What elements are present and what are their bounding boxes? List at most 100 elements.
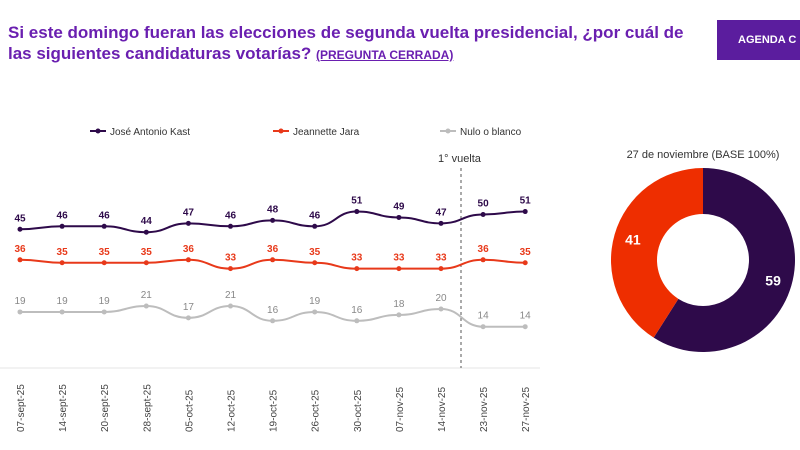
question-type-link[interactable]: (PREGUNTA CERRADA) (316, 48, 454, 62)
data-label: 21 (141, 290, 153, 301)
data-label: 36 (478, 244, 490, 255)
data-label: 35 (309, 247, 321, 258)
data-point (312, 223, 318, 229)
data-label: 35 (99, 247, 111, 258)
x-tick-label: 14-sept-25 (58, 384, 69, 432)
data-point (228, 303, 233, 309)
x-tick-label: 12-oct-25 (227, 389, 238, 432)
x-tick-label: 20-sept-25 (100, 384, 111, 432)
data-point (312, 309, 318, 315)
data-point (270, 217, 276, 223)
x-tick-label: 05-oct-25 (184, 389, 195, 432)
data-point (270, 318, 276, 324)
donut-slice (653, 168, 795, 353)
data-point (17, 226, 23, 232)
data-point (270, 257, 276, 263)
data-label: 47 (435, 207, 447, 218)
x-tick-label: 07-sept-25 (16, 384, 27, 432)
data-label: 36 (267, 244, 279, 255)
data-point (17, 257, 23, 263)
data-point (438, 266, 444, 272)
data-label: 35 (141, 247, 153, 258)
data-point (185, 257, 191, 263)
data-label: 18 (393, 299, 405, 310)
data-label: 51 (520, 196, 532, 207)
data-label: 19 (309, 296, 321, 307)
x-tick-label: 26-oct-25 (311, 389, 322, 432)
legend-label: José Antonio Kast (110, 127, 190, 138)
data-point (59, 223, 65, 229)
donut-title: 27 de noviembre (BASE 100%) (627, 149, 780, 161)
data-point (522, 209, 528, 215)
data-label: 35 (57, 247, 69, 258)
data-point (480, 212, 486, 217)
data-point (185, 315, 191, 321)
data-point (228, 223, 233, 229)
data-point (480, 324, 486, 330)
data-label: 46 (57, 210, 69, 221)
legend-label: Nulo o blanco (460, 127, 522, 138)
question-title: Si este domingo fueran las elecciones de… (8, 22, 688, 66)
x-tick-label: 23-nov-25 (479, 387, 490, 432)
legend-marker (278, 128, 284, 134)
data-point (396, 214, 402, 220)
x-tick-label: 19-oct-25 (269, 389, 280, 432)
data-point (354, 209, 360, 215)
data-label: 46 (225, 210, 237, 221)
data-label: 36 (14, 244, 26, 255)
data-label: 45 (14, 213, 26, 224)
data-point (438, 220, 444, 226)
annotation-label: 1° vuelta (438, 153, 482, 165)
data-label: 49 (393, 201, 405, 212)
legend-marker (445, 128, 451, 134)
donut-slice (610, 168, 703, 338)
data-point (143, 303, 149, 309)
data-point (17, 309, 23, 315)
data-label: 19 (57, 296, 69, 307)
data-label: 14 (520, 311, 532, 322)
data-point (438, 306, 444, 312)
data-label: 19 (14, 296, 26, 307)
data-label: 33 (393, 253, 405, 264)
data-point (143, 260, 149, 266)
data-label: 21 (225, 290, 237, 301)
data-point (522, 260, 528, 266)
data-label: 16 (351, 305, 363, 316)
data-point (101, 309, 107, 315)
x-tick-label: 28-sept-25 (142, 384, 153, 432)
title-text: Si este domingo fueran las elecciones de… (8, 23, 684, 63)
data-label: 35 (520, 247, 532, 258)
data-label: 19 (99, 296, 111, 307)
legend-marker (95, 128, 101, 134)
x-tick-label: 27-nov-25 (521, 387, 532, 432)
data-point (354, 266, 360, 272)
data-label: 51 (351, 196, 363, 207)
data-point (143, 229, 149, 235)
data-label: 33 (435, 253, 447, 264)
data-label: 44 (141, 216, 153, 227)
data-point (354, 318, 360, 324)
data-point (396, 266, 402, 272)
x-tick-label: 07-nov-25 (395, 387, 406, 432)
data-label: 33 (225, 253, 237, 264)
slice-label: 59 (765, 272, 781, 288)
data-label: 36 (183, 244, 195, 255)
data-label: 50 (478, 199, 490, 210)
data-point (522, 324, 528, 330)
data-label: 47 (183, 207, 195, 218)
legend-label: Jeannette Jara (293, 127, 360, 138)
data-label: 46 (309, 210, 321, 221)
data-point (101, 223, 107, 229)
data-label: 17 (183, 302, 195, 313)
data-point (480, 257, 486, 263)
data-point (185, 220, 191, 226)
data-label: 20 (435, 293, 447, 304)
data-label: 48 (267, 204, 279, 215)
data-label: 16 (267, 305, 279, 316)
data-label: 14 (478, 311, 490, 322)
x-tick-label: 14-nov-25 (437, 387, 448, 432)
data-point (396, 312, 402, 318)
agenda-button[interactable]: AGENDA C (717, 20, 800, 60)
x-tick-label: 30-oct-25 (353, 389, 364, 432)
